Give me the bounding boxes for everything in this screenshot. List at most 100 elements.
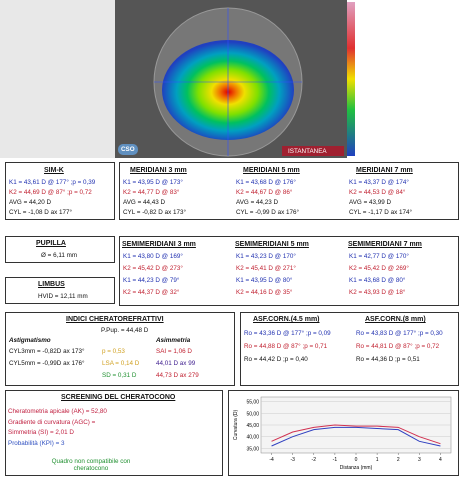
value-line: Simmetria (SI) = 2,01 D	[8, 429, 74, 436]
value-line: Ro = 43,83 D @ 177° ;p = 0,30	[356, 330, 443, 337]
title: SEMIMERIDIANI 5 mm	[235, 241, 309, 248]
value-line: K2 = 44,67 D @ 86°	[236, 189, 293, 196]
title: INDICI CHERATOREFRATTIVI	[66, 316, 164, 323]
value-line: CYL = -1,08 D ax 177°	[9, 209, 73, 216]
value-line: K1 = 43,95 D @ 173°	[123, 179, 183, 186]
title: SIM-K	[44, 167, 64, 174]
value-line: K2 = 44,37 D @ 32°	[123, 289, 180, 296]
value-line: CYL = -0,99 D ax 176°	[236, 209, 300, 216]
value-line: K1 = 43,95 D @ 80°	[236, 277, 293, 284]
x-tick-label: 1	[376, 457, 379, 463]
value-line: Ro = 44,42 D ;p = 0,40	[244, 356, 308, 363]
y-tick-label: 40,00	[246, 435, 259, 441]
subtitle: Asimmetria	[156, 337, 191, 344]
value: HVID = 12,11 mm	[38, 293, 88, 300]
value-line: CYL5mm = -0,99D ax 176°	[9, 360, 85, 367]
value-line: CYL = -1,17 D ax 174°	[349, 209, 413, 216]
value-line: K2 = 45,42 D @ 273°	[123, 265, 183, 272]
x-tick-label: -4	[269, 457, 274, 463]
color-scale	[347, 2, 355, 156]
value-line: K1 = 43,23 D @ 170°	[236, 253, 296, 260]
value-line: Ro = 44,81 D @ 87° ;p = 0,72	[356, 343, 440, 350]
x-tick-label: 0	[355, 457, 358, 463]
chart-box: 35,00 40,00 45,00 50,00 55,00 -4 -3 -2 -1 0 1 2 3 4 Di…	[228, 390, 459, 476]
y-tick-label: 45,00	[246, 423, 259, 429]
profile-chart: 35,00 40,00 45,00 50,00 55,00 -4 -3 -2 -1 0 1 2 3 4 Di…	[233, 396, 452, 471]
asf-box: ASF.CORN.(4.5 mm) Ro = 43,36 D @ 177° ;p …	[240, 312, 459, 386]
x-tick-label: -3	[290, 457, 295, 463]
title: ASF.CORN.(4.5 mm)	[253, 316, 320, 323]
value-line: AVG = 43,99 D	[349, 199, 392, 206]
x-tick-label: -1	[333, 457, 338, 463]
value-line: p = 0,53	[102, 348, 125, 355]
title: ASF.CORN.(8 mm)	[365, 316, 426, 323]
value-line: Cheratometria apicale (AK) = 52,80	[8, 408, 107, 415]
value-line: SD = 0,31 D	[102, 372, 137, 379]
value-line: K1 = 42,77 D @ 170°	[349, 253, 409, 260]
title: MERIDIANI 5 mm	[243, 167, 300, 174]
x-axis-label: Distanza (mm)	[340, 465, 373, 471]
value-line: Gradiente di curvatura (AGC) =	[8, 418, 96, 426]
value-line: K2 = 43,93 D @ 18°	[349, 289, 406, 296]
y-axis-label: Curvatura (D)	[233, 410, 239, 441]
background	[0, 0, 115, 158]
value-line: Ro = 44,88 D @ 87° ;p = 0,71	[244, 343, 328, 350]
value-line: K1 = 43,68 D @ 80°	[349, 277, 406, 284]
value-line: AVG = 44,20 D	[9, 199, 52, 206]
title: SCREENING DEL CHERATOCONO	[61, 394, 176, 401]
value-line: CYL = -0,82 D ax 173°	[123, 209, 187, 216]
value-line: SAI = 1,06 D	[156, 348, 192, 355]
value-line: AVG = 44,43 D	[123, 199, 166, 206]
value-line: K1 = 43,61 D @ 177° ;p = 0,39	[9, 179, 96, 186]
series-line	[271, 424, 441, 445]
value-line: K2 = 44,69 D @ 87° ;p = 0,72	[9, 189, 92, 196]
simk-box: SIM-K K1 = 43,61 D @ 177° ;p = 0,39 K2 = 4…	[5, 162, 115, 220]
value-line: K1 = 43,80 D @ 169°	[123, 253, 183, 260]
value-line: K1 = 43,37 D @ 174°	[349, 179, 409, 186]
limbus-box: LIMBUS HVID = 12,11 mm	[5, 277, 115, 304]
value-line: K2 = 44,53 D @ 84°	[349, 189, 406, 196]
value-line: Ro = 43,36 D @ 177° ;p = 0,09	[244, 330, 331, 337]
brand: CSO	[121, 146, 135, 153]
topography-map	[0, 0, 355, 158]
y-tick-label: 55,00	[246, 400, 259, 406]
value-line: Probabilità (KPI) = 3	[8, 439, 65, 447]
note: Quadro non compatibile con cheratocono	[51, 458, 131, 472]
x-tick-label: 3	[418, 457, 421, 463]
series-line	[271, 426, 441, 447]
title: SEMIMERIDIANI 7 mm	[348, 241, 422, 248]
value-line: K2 = 44,16 D @ 35°	[236, 289, 293, 296]
pupilla-box: PUPILLA Ø = 6,11 mm	[5, 236, 115, 263]
y-tick-label: 50,00	[246, 411, 259, 417]
value-line: CYL3mm = -0,82D ax 173°	[9, 348, 85, 355]
ppup: P.Pup. = 44,48 D	[101, 327, 149, 334]
title: MERIDIANI 7 mm	[356, 167, 413, 174]
title: LIMBUS	[38, 281, 65, 288]
indici-box: INDICI CHERATOREFRATTIVI P.Pup. = 44,48 D…	[5, 312, 235, 386]
value-line: K2 = 44,77 D @ 83°	[123, 189, 180, 196]
title: MERIDIANI 3 mm	[130, 167, 187, 174]
x-tick-label: -2	[312, 457, 317, 463]
x-tick-label: 4	[439, 457, 442, 463]
value-line: K2 = 45,41 D @ 271°	[236, 265, 296, 272]
x-tick-label: 2	[397, 457, 400, 463]
subtitle: Astigmatismo	[9, 337, 51, 344]
y-tick-label: 35,00	[246, 446, 259, 452]
value-line: Ro = 44,36 D ;p = 0,51	[356, 356, 420, 363]
title: SEMIMERIDIANI 3 mm	[122, 241, 196, 248]
value-line: LSA = 0,14 D	[102, 360, 140, 367]
title: PUPILLA	[36, 240, 66, 247]
meridiani-box: MERIDIANI 3 mm K1 = 43,95 D @ 173° K2 = 44…	[119, 162, 459, 220]
value: Ø = 6,11 mm	[41, 252, 78, 259]
map-label: ISTANTANEA	[288, 148, 327, 155]
brand-badge	[118, 144, 138, 155]
value-line: AVG = 44,23 D	[236, 199, 279, 206]
value-line: K2 = 45,42 D @ 269°	[349, 265, 409, 272]
semimeridiani-box: SEMIMERIDIANI 3 mm K1 = 43,80 D @ 169° K2 …	[119, 236, 459, 306]
screening-box: SCREENING DEL CHERATOCONO Cheratometria a…	[5, 390, 223, 476]
value-line: 44,73 D ax 279	[156, 372, 199, 379]
value-line: 44,01 D ax 99	[156, 360, 196, 367]
value-line: K1 = 44,23 D @ 79°	[123, 277, 180, 284]
label-badge	[282, 146, 344, 156]
